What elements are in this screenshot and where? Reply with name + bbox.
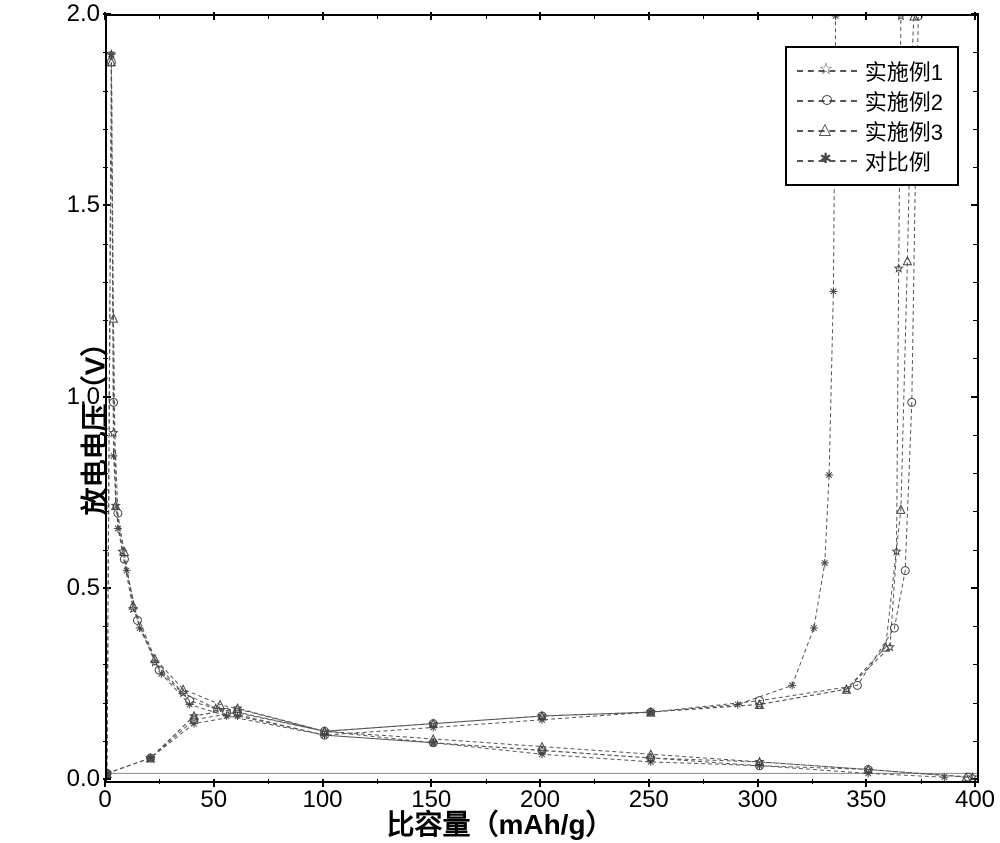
voltage-capacity-chart: 放电电压（V） 比容量（mAh/g） 0.00.51.01.52.0050100… [0,0,1000,843]
star-icon [822,65,832,75]
circle-icon [822,95,832,105]
asterisk-icon [822,155,832,165]
legend: 实施例1 实施例2 实施例3 对比例 [785,46,959,186]
legend-label-1: 实施例1 [865,55,943,87]
legend-item-3: 实施例3 [797,116,943,146]
plot-area: 实施例1 实施例2 实施例3 对比例 [105,14,979,783]
legend-label-4: 对比例 [865,145,931,177]
triangle-icon [822,125,832,135]
legend-item-2: 实施例2 [797,86,943,116]
legend-item-4: 对比例 [797,146,943,176]
legend-label-2: 实施例2 [865,85,943,117]
legend-item-1: 实施例1 [797,56,943,86]
legend-label-3: 实施例3 [865,115,943,147]
